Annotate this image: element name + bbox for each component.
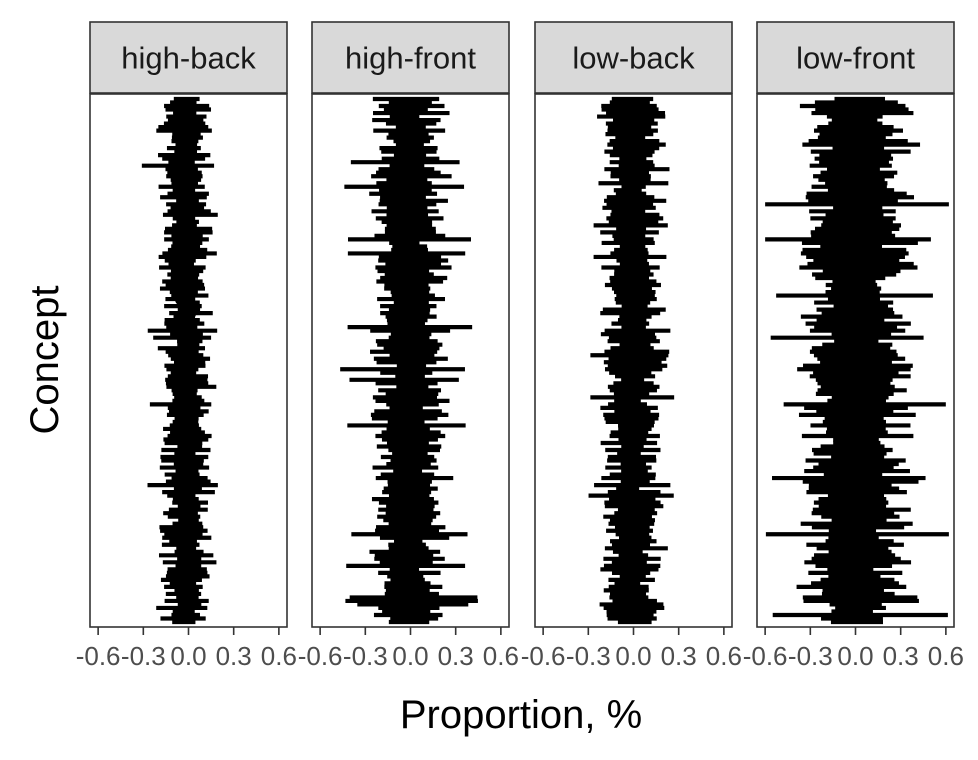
facet-strip (89, 21, 288, 94)
x-tick-label: 0.3 (438, 641, 474, 671)
facet-low-back: low-back -0.6 -0.3 0.0 0.3 0.6 (521, 21, 742, 671)
x-tick-label: 0.0 (392, 641, 428, 671)
interval-marks (588, 96, 675, 625)
x-tick-label: 0.0 (837, 641, 873, 671)
x-tick-label: 0.0 (170, 641, 206, 671)
x-tick-label: -0.6 (521, 641, 566, 671)
x-tick-label: 0.6 (706, 641, 742, 671)
x-tick-label: 0.6 (261, 641, 297, 671)
facet-strip (534, 21, 733, 94)
interval-marks (765, 96, 949, 625)
facet-strip-label: low-front (796, 41, 915, 76)
x-tick-label: -0.6 (298, 641, 343, 671)
x-axis-title: Proportion, % (400, 693, 642, 737)
facet-panels: high-back-0.6 -0.3 0.0 0.3 0.6high-front-0.6… (76, 21, 964, 671)
facet-strip (311, 21, 510, 94)
x-tick-label: -0.3 (566, 641, 611, 671)
x-tick-label: 0.6 (483, 641, 519, 671)
x-tick-label: -0.3 (343, 641, 388, 671)
y-axis-title: Concept (23, 286, 67, 435)
facet-strip-label: high-front (345, 41, 476, 76)
x-tick-label: 0.3 (216, 641, 252, 671)
x-tick-label: 0.3 (883, 641, 919, 671)
x-tick-label: 0.6 (928, 641, 964, 671)
facet-low-front: low-front -0.6 -0.3 0.0 0.3 0.6 (743, 21, 964, 671)
facet-strip (756, 21, 955, 94)
facet-strip-label: low-back (572, 41, 695, 76)
x-tick-label: -0.3 (788, 641, 833, 671)
x-tick-label: -0.3 (121, 641, 166, 671)
facet-high-front: high-front -0.6 -0.3 0.0 0.3 0.6 (298, 21, 519, 671)
x-tick-label: 0.3 (661, 641, 697, 671)
interval-marks (141, 96, 218, 625)
x-tick-label: -0.6 (76, 641, 121, 671)
facet-high-back: high-back -0.6 -0.3 0.0 0.3 0.6 (76, 21, 297, 671)
x-tick-label: 0.0 (615, 641, 651, 671)
facet-strip-label: high-back (121, 41, 256, 76)
interval-marks (340, 96, 478, 625)
x-tick-label: -0.6 (743, 641, 788, 671)
